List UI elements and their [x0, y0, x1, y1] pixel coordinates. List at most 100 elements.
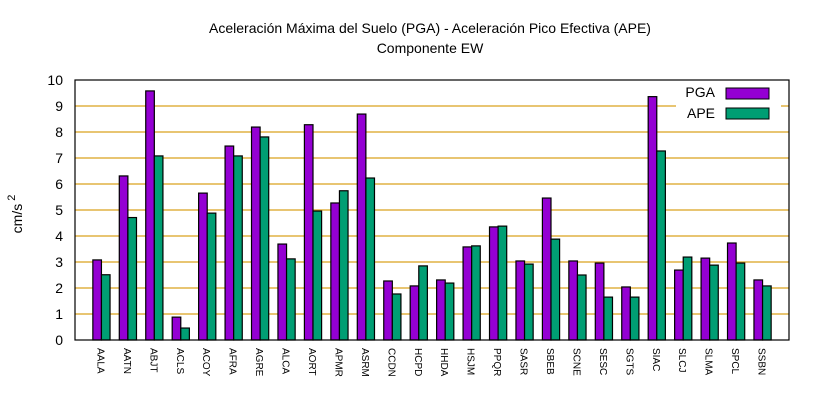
y-tick-label: 9 [55, 98, 63, 114]
y-tick-label: 4 [55, 228, 63, 244]
bar-pga-hsjm [462, 246, 473, 341]
y-tick-label: 0 [55, 332, 63, 348]
bars [92, 90, 772, 341]
bar-ape-agre [259, 136, 270, 341]
legend-swatch-ape [725, 107, 770, 120]
bar-pga-sasr [515, 260, 526, 341]
legend-label-pga: PGA [685, 84, 715, 100]
bar-ape-ccdn [391, 293, 402, 341]
bar-ape-sbeb [550, 238, 561, 341]
bar-pga-apmr [330, 202, 341, 341]
bar-ape-spcl [735, 262, 746, 341]
bar-pga-hhda [436, 279, 446, 341]
bar-pga-slcj [674, 269, 684, 341]
bar-pga-slma [700, 257, 711, 341]
bar-pga-sgts [621, 286, 631, 341]
gridlines [75, 105, 789, 315]
y-axis-ticks: 0 1 2 3 4 5 6 7 8 9 10 [47, 72, 63, 348]
bar-pga-aala [92, 259, 103, 341]
bar-pga-ppqr [488, 226, 499, 341]
bar-pga-spcl [726, 242, 737, 341]
x-tick-label: ACOY [200, 348, 211, 377]
bar-ape-sasr [523, 263, 534, 341]
bar-ape-acls [180, 327, 190, 341]
bar-ape-hhda [444, 282, 455, 341]
bar-ape-sesc [603, 296, 614, 341]
bar-ape-ssbn [761, 285, 772, 341]
y-axis-label-superscript: 2 [6, 195, 18, 201]
bar-ape-slcj [682, 256, 693, 341]
bar-pga-alca [277, 243, 288, 341]
x-tick-label: SPCL [729, 348, 740, 375]
bar-ape-ppqr [497, 225, 508, 341]
bar-pga-sesc [594, 262, 605, 341]
x-tick-label: HCPD [412, 348, 423, 376]
plot-border [74, 79, 790, 341]
x-tick-label: AALA [94, 348, 105, 374]
x-tick-label: ACLS [174, 348, 185, 374]
bar-ape-aatn [127, 216, 138, 341]
x-tick-label: ASRM [359, 348, 370, 377]
y-tick-label: 6 [55, 176, 63, 192]
x-tick-label: APMR [332, 348, 343, 377]
bar-pga-acls [171, 316, 182, 341]
x-tick-label: PPQR [491, 348, 502, 376]
legend-label-ape: APE [687, 105, 715, 121]
y-tick-label: 2 [55, 280, 63, 296]
bar-ape-afra [233, 155, 243, 341]
legend: PGA APE [676, 82, 781, 122]
bar-pga-ccdn [383, 280, 393, 341]
x-tick-label: ALCA [280, 348, 291, 374]
y-axis-label: cm/s 2 [6, 195, 25, 234]
bar-pga-acoy [198, 192, 208, 341]
y-tick-label: 7 [55, 150, 63, 166]
x-tick-label: SBEB [544, 348, 555, 375]
bar-pga-hcpd [409, 285, 420, 341]
bar-pga-siac [647, 96, 658, 341]
x-tick-label: AORT [306, 348, 317, 376]
y-tick-label: 5 [55, 202, 63, 218]
bar-pga-asrm [356, 113, 367, 341]
x-tick-label: AFRA [227, 348, 238, 375]
x-tick-label: AGRE [253, 348, 264, 377]
x-axis-ticks: AALA AATN ABJT ACLS ACOY AFRA AGRE ALCA AORT APMR… [94, 348, 766, 377]
bar-ape-siac [656, 150, 666, 341]
bar-pga-ssbn [753, 279, 764, 341]
x-tick-label: AATN [121, 348, 132, 374]
bar-pga-aort [303, 124, 314, 341]
bar-ape-alca [285, 258, 296, 341]
x-tick-label: SASR [518, 348, 529, 375]
x-tick-label: HSJM [465, 348, 476, 375]
x-tick-label: SGTS [623, 348, 634, 376]
x-tick-label: HHDA [438, 348, 449, 377]
x-tick-label: SIAC [650, 348, 661, 371]
x-tick-label: SSBN [756, 348, 767, 375]
x-tick-label: SCNE [570, 348, 581, 376]
x-tick-label: CCDN [385, 348, 396, 377]
bar-pga-sbeb [541, 197, 552, 341]
bar-ape-abjt [153, 155, 164, 341]
y-axis-label-text: cm/s [9, 204, 25, 234]
bar-ape-slma [709, 264, 719, 341]
x-tick-label: SLMA [703, 348, 714, 376]
bar-ape-apmr [338, 190, 349, 341]
y-tick-label: 1 [55, 306, 63, 322]
y-tick-label: 3 [55, 254, 63, 270]
bar-ape-asrm [365, 177, 376, 341]
y-tick-label: 8 [55, 124, 63, 140]
bar-ape-hcpd [418, 265, 428, 341]
svg-text:cm/s2: cm/s 2 [6, 195, 25, 234]
x-tick-label: ABJT [147, 348, 158, 372]
chart-title: Aceleración Máxima del Suelo (PGA) - Ace… [209, 20, 651, 36]
bar-pga-aatn [118, 175, 129, 341]
bar-ape-sgts [629, 296, 640, 341]
bar-pga-abjt [145, 90, 155, 341]
y-tick-label: 10 [47, 72, 63, 88]
bar-ape-aala [100, 274, 111, 341]
bar-ape-acoy [206, 212, 217, 341]
bar-pga-scne [568, 260, 579, 341]
bar-ape-hsjm [471, 245, 481, 341]
bar-pga-agre [250, 126, 261, 341]
chart-subtitle: Componente EW [377, 40, 484, 56]
